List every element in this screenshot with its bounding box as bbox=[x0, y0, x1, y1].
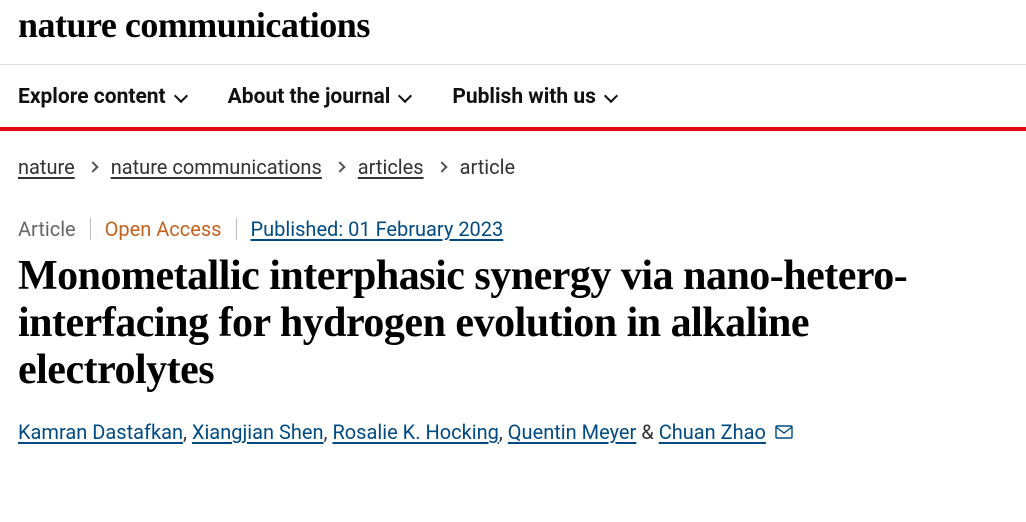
chevron-right-icon bbox=[436, 161, 447, 172]
chevron-right-icon bbox=[334, 161, 345, 172]
journal-brand[interactable]: nature communications bbox=[0, 0, 1026, 64]
breadcrumb-current: article bbox=[460, 155, 516, 179]
ampersand: & bbox=[641, 420, 658, 444]
article-title: Monometallic interphasic synergy via nan… bbox=[0, 241, 1000, 402]
divider bbox=[90, 218, 91, 240]
breadcrumb: nature nature communications articles ar… bbox=[0, 131, 1026, 189]
article-meta: Article Open Access Published: 01 Februa… bbox=[0, 189, 1026, 241]
chevron-down-icon bbox=[604, 91, 616, 103]
nav-about-journal[interactable]: About the journal bbox=[228, 85, 411, 109]
breadcrumb-link-articles[interactable]: articles bbox=[358, 155, 424, 179]
article-type-label: Article bbox=[18, 217, 76, 241]
chevron-down-icon bbox=[174, 91, 186, 103]
primary-nav-bar: Explore content About the journal Publis… bbox=[0, 64, 1026, 131]
nav-publish-with-us[interactable]: Publish with us bbox=[452, 85, 616, 109]
breadcrumb-link-nature[interactable]: nature bbox=[18, 155, 75, 179]
nav-item-label: About the journal bbox=[228, 85, 391, 109]
author-link[interactable]: Quentin Meyer bbox=[508, 420, 637, 444]
chevron-right-icon bbox=[87, 161, 98, 172]
author-list: Kamran Dastafkan, Xiangjian Shen, Rosali… bbox=[0, 402, 1026, 444]
author-link[interactable]: Kamran Dastafkan bbox=[18, 420, 183, 444]
nav-item-label: Explore content bbox=[18, 85, 166, 109]
primary-nav: Explore content About the journal Publis… bbox=[0, 65, 1026, 127]
breadcrumb-link-journal[interactable]: nature communications bbox=[111, 155, 322, 179]
author-link[interactable]: Rosalie K. Hocking bbox=[332, 420, 498, 444]
published-date-link[interactable]: Published: 01 February 2023 bbox=[251, 217, 504, 241]
nav-item-label: Publish with us bbox=[452, 85, 596, 109]
open-access-label: Open Access bbox=[105, 217, 222, 241]
author-link[interactable]: Xiangjian Shen bbox=[192, 420, 324, 444]
author-link-corresponding[interactable]: Chuan Zhao bbox=[659, 420, 766, 444]
nav-explore-content[interactable]: Explore content bbox=[18, 85, 186, 109]
chevron-down-icon bbox=[398, 91, 410, 103]
divider bbox=[236, 218, 237, 240]
mail-icon[interactable] bbox=[775, 420, 793, 444]
